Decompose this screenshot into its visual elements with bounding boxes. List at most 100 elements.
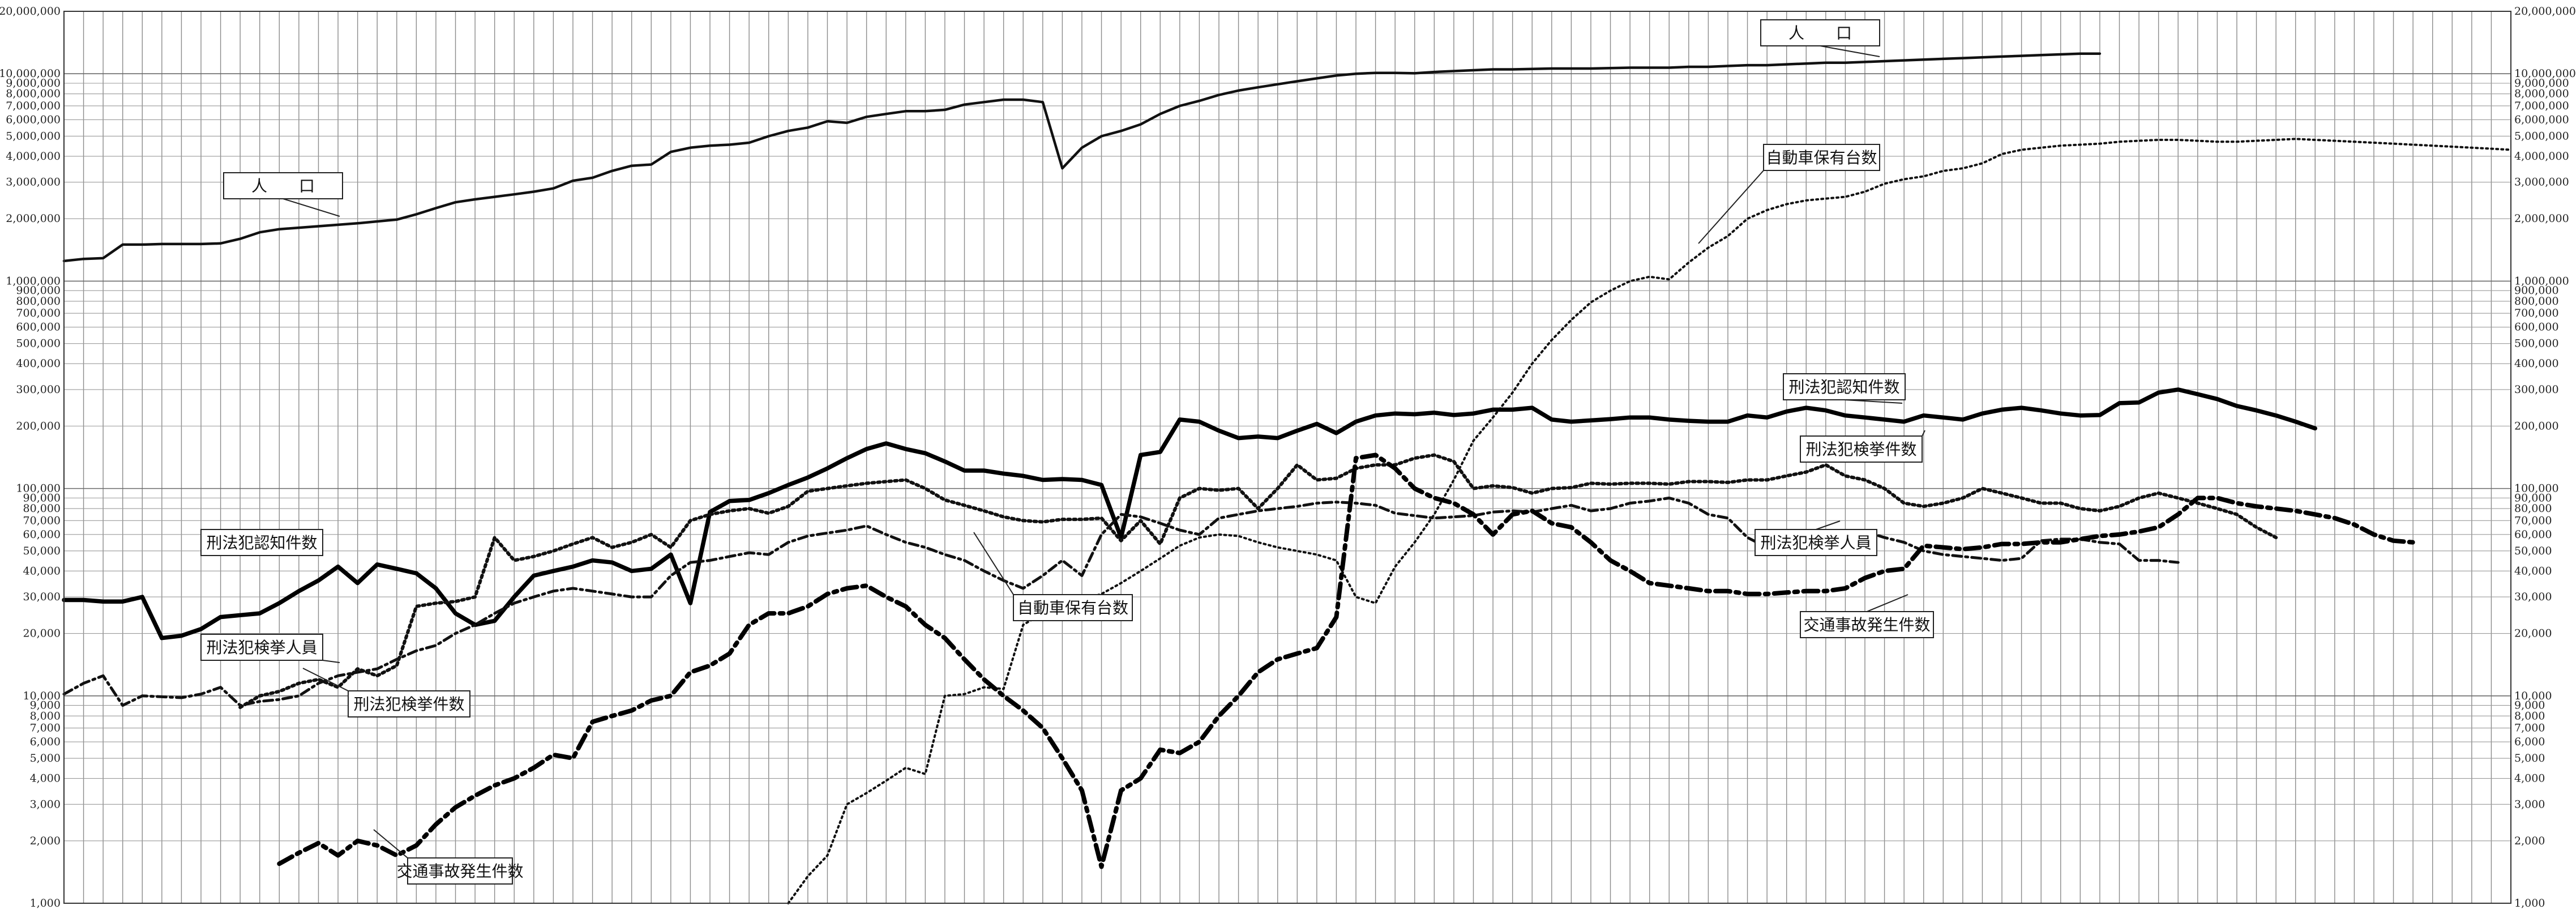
y-tick-label-right: 30,000	[2514, 591, 2552, 603]
y-tick-label-left: 50,000	[23, 545, 61, 557]
y-tick-label-left: 30,000	[23, 591, 61, 603]
callout-leader	[1816, 520, 1841, 530]
y-tick-label-right: 3,000,000	[2514, 176, 2569, 189]
y-tick-label-right: 400,000	[2514, 357, 2559, 370]
y-tick-label-left: 600,000	[16, 321, 61, 334]
series-line-5	[277, 452, 2416, 869]
y-tick-label-right: 50,000	[2514, 545, 2552, 557]
y-tick-label-right: 1,000,000	[2514, 275, 2569, 287]
y-tick-label-left: 700,000	[16, 307, 61, 319]
y-tick-label-left: 70,000	[23, 514, 61, 527]
y-tick-label-left: 8,000	[30, 710, 61, 722]
y-tick-label-left: 3,000,000	[6, 176, 61, 189]
callout-leader	[1922, 430, 1925, 437]
y-tick-label-left: 3,000	[30, 798, 61, 810]
callout-label: 自動車保有台数	[1017, 599, 1128, 617]
series-line-0	[62, 52, 2102, 263]
callout-label: 人 口	[1788, 24, 1852, 42]
callout-label: 刑法犯認知件数	[1788, 378, 1899, 396]
y-tick-label-left: 60,000	[23, 528, 61, 541]
y-tick-label-right: 900,000	[2514, 284, 2559, 297]
y-tick-label-left: 1,000,000	[6, 275, 61, 287]
y-tick-label-left: 4,000	[30, 772, 61, 785]
y-tick-label-left: 500,000	[16, 338, 61, 350]
callout-label: 交通事故発生件数	[1803, 616, 1930, 634]
callout-box	[200, 529, 323, 556]
series-line-3	[238, 453, 2278, 710]
callout-box	[407, 857, 513, 885]
y-tick-label-right: 20,000	[2514, 627, 2552, 640]
y-tick-label-left: 300,000	[16, 383, 61, 396]
y-tick-label-right: 200,000	[2514, 420, 2559, 432]
y-tick-label-left: 4,000,000	[6, 150, 61, 163]
y-tick-label-right: 7,000,000	[2514, 100, 2569, 112]
callout-label: 刑法犯検挙件数	[1805, 440, 1916, 459]
y-axis-right: 1,0002,0003,0004,0005,0006,0007,0008,000…	[2514, 5, 2576, 909]
y-tick-label-left: 5,000,000	[6, 130, 61, 142]
callout-leader	[1867, 594, 1909, 612]
callout-label: 人 口	[251, 177, 315, 195]
callout-5: 交通事故発生件数	[373, 829, 524, 885]
y-tick-label-right: 500,000	[2514, 338, 2559, 350]
callout-leader	[973, 532, 1014, 595]
y-tick-label-left: 7,000,000	[6, 100, 61, 112]
y-tick-label-right: 3,000	[2514, 798, 2545, 810]
callout-label: 刑法犯検挙件数	[353, 695, 464, 714]
callout-box	[1800, 611, 1934, 638]
y-tick-label-left: 80,000	[23, 502, 61, 515]
y-tick-label-right: 9,000	[2514, 699, 2545, 712]
y-tick-label-left: 2,000,000	[6, 212, 61, 225]
y-tick-label-right: 40,000	[2514, 565, 2552, 577]
y-tick-label-left: 40,000	[23, 565, 61, 577]
callout-box	[1763, 144, 1880, 171]
y-tick-label-left: 200,000	[16, 420, 61, 432]
callout-label: 刑法犯認知件数	[206, 533, 317, 552]
callout-leader	[322, 660, 340, 663]
callout-leader	[373, 829, 408, 859]
callout-box	[223, 172, 343, 199]
callout-3: 刑法犯検挙件数	[302, 668, 470, 717]
y-tick-label-left: 10,000	[23, 690, 61, 702]
callout-4: 刑法犯検挙人員	[1755, 520, 1877, 556]
y-tick-label-right: 9,000,000	[2514, 77, 2569, 89]
y-tick-label-left: 9,000	[30, 699, 61, 712]
y-tick-label-left: 7,000	[30, 722, 61, 734]
y-tick-label-right: 4,000	[2514, 772, 2545, 785]
y-tick-label-right: 100,000	[2514, 482, 2559, 495]
y-tick-label-right: 10,000,000	[2514, 67, 2576, 80]
y-tick-label-right: 20,000,000	[2514, 5, 2576, 18]
callout-label: 刑法犯検挙人員	[206, 638, 317, 657]
y-tick-label-left: 2,000	[30, 835, 61, 847]
y-tick-label-right: 5,000	[2514, 752, 2545, 764]
y-tick-label-right: 5,000,000	[2514, 130, 2569, 142]
callout-label: 交通事故発生件数	[396, 862, 523, 881]
callout-leader	[1820, 45, 1880, 57]
callout-5: 交通事故発生件数	[1800, 594, 1934, 638]
callout-2: 刑法犯認知件数	[1783, 373, 1906, 404]
callout-leader	[302, 668, 349, 691]
y-tick-label-left: 100,000	[16, 482, 61, 495]
series-line-2	[62, 387, 2317, 640]
y-tick-label-right: 4,000,000	[2514, 150, 2569, 163]
y-tick-label-left: 20,000	[23, 627, 61, 640]
callout-1: 自動車保有台数	[973, 532, 1133, 621]
callout-label: 自動車保有台数	[1766, 148, 1877, 167]
callout-0: 人 口	[223, 172, 343, 217]
callouts: 人 口人 口自動車保有台数自動車保有台数刑法犯認知件数刑法犯認知件数刑法犯検挙件…	[200, 19, 1934, 885]
y-tick-label-right: 8,000	[2514, 710, 2545, 722]
y-tick-label-left: 6,000	[30, 736, 61, 748]
y-tick-label-right: 7,000	[2514, 722, 2545, 734]
y-tick-label-left: 20,000,000	[0, 5, 61, 18]
y-tick-label-left: 900,000	[16, 284, 61, 297]
callout-box	[200, 634, 323, 661]
series-layer	[62, 52, 2512, 904]
callout-leader	[1698, 170, 1764, 244]
y-tick-label-left: 1,000	[30, 897, 61, 909]
y-tick-label-right: 800,000	[2514, 295, 2559, 307]
callout-1: 自動車保有台数	[1698, 144, 1880, 244]
callout-2: 刑法犯認知件数	[200, 529, 323, 556]
callout-box	[1755, 529, 1877, 556]
y-tick-label-right: 10,000	[2514, 690, 2552, 702]
y-tick-label-left: 6,000,000	[6, 113, 61, 126]
